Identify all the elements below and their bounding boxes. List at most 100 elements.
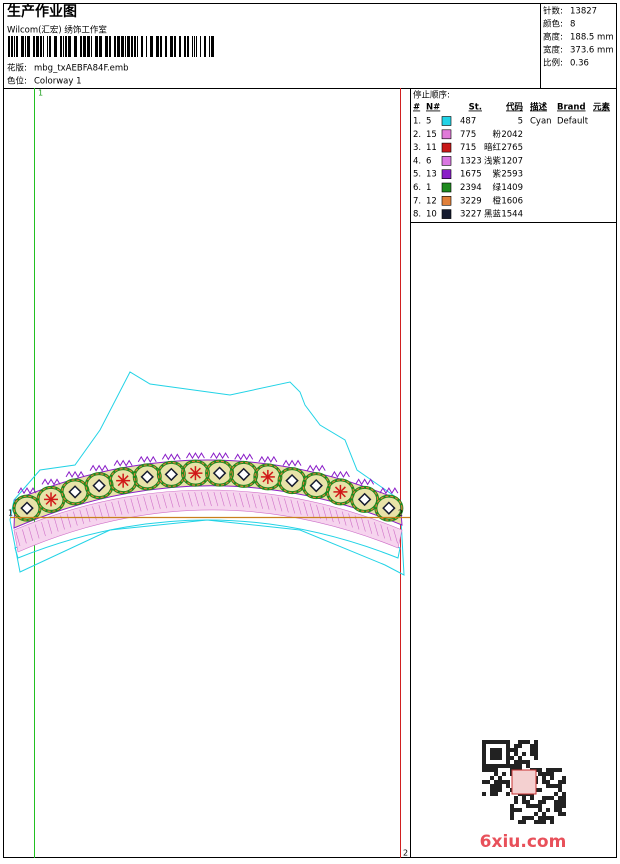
bar-line: [99, 36, 102, 57]
diamond: [382, 501, 396, 515]
hatch: [181, 492, 187, 507]
hatch: [309, 503, 315, 518]
stat-label: 高度:: [543, 32, 563, 43]
needle: 1: [426, 183, 431, 193]
qr-cell: [494, 788, 498, 792]
row-num: 8.: [413, 210, 421, 220]
qr-cell: [494, 772, 498, 776]
hatch: [367, 519, 373, 534]
qr-cell: [490, 784, 494, 788]
stat-value: 188.5 mm: [570, 33, 614, 43]
stat-label: 针数:: [543, 6, 563, 17]
qr-cell: [530, 744, 534, 748]
bar-line: [25, 36, 26, 57]
needle: 10: [426, 210, 437, 220]
qr-cell: [538, 768, 542, 772]
hatch: [34, 524, 40, 539]
hatch: [284, 498, 289, 513]
color-name: 绿: [492, 182, 501, 193]
qr-cell: [482, 756, 486, 760]
stop-table: # N# St. 代码 描述 Brand 元素 1. 5 487 5 Cyan Default 2. 15 7…: [413, 102, 611, 220]
bar-line: [14, 36, 15, 57]
hatch: [41, 521, 46, 537]
hatch: [380, 524, 385, 539]
qr-cell: [542, 812, 546, 816]
qr-cell: [490, 792, 494, 796]
stat-value: 0.36: [570, 59, 589, 69]
qr-cell: [490, 764, 494, 768]
link: [157, 461, 185, 488]
colorway: Colorway 1: [34, 77, 82, 87]
qr-cell: [546, 808, 550, 812]
qr-cell: [498, 752, 502, 756]
stat-label: 宽度:: [543, 45, 563, 56]
fringe: [330, 470, 350, 478]
qr-cell: [550, 768, 554, 772]
qr-cell: [542, 820, 546, 824]
hatch: [277, 497, 283, 512]
hatch: [168, 493, 174, 508]
bar-line: [91, 36, 92, 57]
color-swatch: [441, 209, 452, 219]
color-swatch: [441, 182, 452, 193]
qr-cell: [518, 808, 522, 812]
color-name: 浅紫: [484, 155, 502, 166]
bar-line: [8, 36, 10, 57]
qr-cell: [498, 788, 502, 792]
qr-cell: [506, 792, 510, 796]
stitches: 3227: [460, 210, 482, 220]
stat-label: 比例:: [543, 58, 563, 69]
qr-cell: [514, 744, 518, 748]
stitches: 775: [460, 130, 476, 140]
fringe: [258, 455, 278, 463]
desc: Cyan: [530, 117, 552, 127]
stitches: 2394: [460, 183, 482, 193]
hatch: [386, 526, 392, 541]
stat-value: 8: [570, 20, 575, 30]
qr-cell: [526, 764, 530, 768]
bar-line: [11, 36, 13, 57]
qr-cell: [562, 800, 566, 804]
stitches: 715: [460, 143, 476, 153]
bar-line: [60, 36, 62, 57]
code: 1544: [501, 210, 523, 220]
qr-cell: [482, 768, 486, 772]
fringe: [137, 455, 157, 463]
column-header: N#: [426, 103, 440, 113]
needle: 11: [426, 143, 437, 153]
qr-cell: [522, 796, 526, 800]
qr-cell: [550, 784, 554, 788]
color-swatch: [441, 156, 452, 166]
qr-cell: [526, 800, 530, 804]
qr-cell: [562, 792, 566, 796]
qr-cell: [534, 744, 538, 748]
qr-cell: [558, 780, 562, 784]
bar-line: [196, 36, 197, 57]
code: 5: [518, 117, 523, 127]
hatch: [117, 500, 123, 515]
qr-cell: [510, 804, 514, 808]
hatch: [188, 492, 193, 507]
qr-cell: [534, 748, 538, 752]
qr-cell: [490, 752, 494, 756]
qr-cell: [506, 780, 510, 784]
hatch: [271, 496, 276, 511]
link: [205, 460, 234, 486]
qr-cell: [562, 804, 566, 808]
qr-cell: [486, 768, 490, 772]
design-file: mbg_txAEBFA84F.emb: [34, 64, 129, 74]
hatch: [111, 501, 116, 517]
hatch: [258, 494, 264, 509]
qr-cell: [498, 784, 502, 788]
qr-cell: [490, 768, 494, 772]
hatch: [136, 497, 142, 512]
qr-cell: [542, 816, 546, 820]
qr-cell: [510, 756, 514, 760]
pink-stripe: [13, 489, 403, 553]
qr-cell: [494, 780, 498, 784]
qr-cell: [482, 740, 486, 744]
color-swatch: [441, 129, 452, 140]
qr-cell: [514, 748, 518, 752]
fringe: [65, 470, 85, 478]
fringe: [41, 478, 61, 486]
